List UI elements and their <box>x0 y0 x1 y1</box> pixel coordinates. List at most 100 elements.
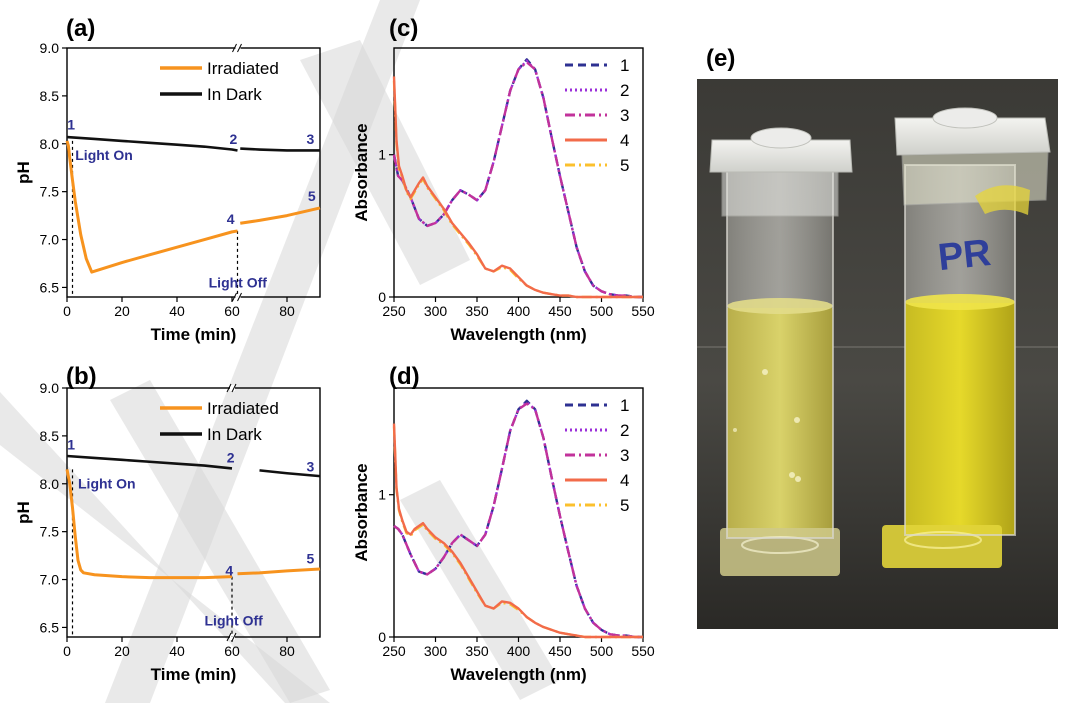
chart-a-ph-vs-time: 0 20 40 60 80 6.5 7.0 7.5 8.0 8.5 9.0 Time (min) pH 1… <box>14 40 321 344</box>
cuvette-right-yellow-residue <box>975 185 1030 215</box>
y-tick-label: 7.0 <box>40 232 60 248</box>
y-tick-label: 0 <box>378 289 386 305</box>
cuvette-right-base-ring <box>904 531 982 549</box>
cuvette-right-handwritten-label: PR <box>936 232 993 279</box>
bubble <box>733 428 737 432</box>
point-label: 5 <box>306 550 314 566</box>
point-label: 1 <box>67 436 75 452</box>
y-tick-label: 7.0 <box>40 572 60 588</box>
spectrum-line-4 <box>392 76 643 299</box>
series-line-in-dark <box>240 147 320 152</box>
axis-break-mark <box>226 383 232 393</box>
x-tick-label: 40 <box>169 643 185 659</box>
y-tick-label: 8.5 <box>40 88 60 104</box>
y-tick-label: 6.5 <box>40 619 60 635</box>
point-label: 4 <box>225 563 233 579</box>
x-tick-label: 400 <box>507 643 531 659</box>
x-tick-label: 20 <box>114 643 130 659</box>
x-tick-label: 400 <box>507 303 531 319</box>
y-axis-label: Absorbance <box>352 123 371 221</box>
plot-frame <box>393 387 644 638</box>
x-tick-label: 550 <box>631 303 655 319</box>
point-label: 3 <box>306 131 314 147</box>
watermark-stroke <box>105 0 420 703</box>
y-tick-label: 0 <box>378 629 386 645</box>
annotation-label: Light On <box>75 147 133 163</box>
axis-break-mark <box>237 43 242 53</box>
axis-break-mark <box>237 292 242 302</box>
y-tick-label: 7.5 <box>40 524 60 540</box>
cuvette-left-cap-top <box>750 127 812 149</box>
axis-break-mark <box>231 383 237 393</box>
x-tick-label: 250 <box>382 303 406 319</box>
legend-label: 4 <box>620 131 629 150</box>
spectrum-line-2 <box>393 401 643 639</box>
x-tick-label: 300 <box>424 303 448 319</box>
x-tick-label: 60 <box>224 303 240 319</box>
legend-label: Irradiated <box>207 59 279 78</box>
annotation-label: Light Off <box>205 613 264 629</box>
legend-label: 1 <box>620 56 629 75</box>
axis-break-mark <box>226 632 232 642</box>
x-axis-label: Wavelength (nm) <box>450 665 586 684</box>
chart-c-absorbance-spectra: 250 300 350 400 450 500 550 0 1 Wavelength (nm) Ab… <box>352 47 655 344</box>
cuvette-left-liquid <box>727 308 833 538</box>
legend-label: 3 <box>620 446 629 465</box>
y-tick-label: 9.0 <box>40 40 60 56</box>
bubble <box>789 472 795 478</box>
y-axis-label: pH <box>14 501 33 524</box>
x-tick-label: 350 <box>465 303 489 319</box>
x-axis-label: Time (min) <box>151 665 237 684</box>
x-tick-label: 450 <box>548 303 572 319</box>
cuvette-right-meniscus <box>905 294 1015 310</box>
series-line-in-dark <box>66 135 238 152</box>
legend-label: In Dark <box>207 425 262 444</box>
photo-e-cuvettes: (e) PR <box>697 45 1058 629</box>
y-tick-label: 8.0 <box>40 136 60 152</box>
plot-frame <box>66 387 321 638</box>
cuvette-right-cap-top <box>932 107 998 129</box>
x-tick-label: 550 <box>631 643 655 659</box>
legend-label: 5 <box>620 496 629 515</box>
point-label: 4 <box>227 211 235 227</box>
x-tick-label: 450 <box>548 643 572 659</box>
x-tick-label: 40 <box>169 303 185 319</box>
point-label: 2 <box>229 131 237 147</box>
annotation-label: Light Off <box>209 274 268 290</box>
legend-label: 3 <box>620 106 629 125</box>
panel-label-c: (c) <box>389 15 418 42</box>
legend-label: Irradiated <box>207 399 279 418</box>
panel-label-b: (b) <box>66 363 97 390</box>
point-label: 3 <box>306 458 314 474</box>
spectrum-line-4 <box>392 423 643 639</box>
y-tick-label: 8.5 <box>40 428 60 444</box>
x-tick-label: 20 <box>114 303 130 319</box>
cuvette-left-cap-skirt <box>721 171 839 217</box>
x-tick-label: 80 <box>279 303 295 319</box>
bubble <box>762 369 768 375</box>
panel-label-a: (a) <box>66 15 95 42</box>
plot-frame <box>66 47 321 298</box>
x-tick-label: 0 <box>63 643 71 659</box>
bubble <box>794 417 800 423</box>
spectrum-line-3 <box>393 402 643 639</box>
legend-label: 2 <box>620 81 629 100</box>
point-label: 5 <box>308 188 316 204</box>
y-tick-label: 1 <box>378 147 386 163</box>
point-label: 1 <box>67 116 75 132</box>
watermark <box>0 0 560 703</box>
series-line-irradiated <box>65 140 238 274</box>
legend-label: 2 <box>620 421 629 440</box>
x-axis-label: Time (min) <box>151 325 237 344</box>
axis-break-mark <box>232 43 237 53</box>
bubble <box>795 476 801 482</box>
x-tick-label: 300 <box>424 643 448 659</box>
panel-label-d: (d) <box>389 363 420 390</box>
spectrum-line-1 <box>392 58 643 299</box>
legend-label: 5 <box>620 156 629 175</box>
axis-break-gap <box>235 45 241 51</box>
cuvette-right: PR <box>882 107 1051 568</box>
point-label: 2 <box>227 450 235 466</box>
y-tick-label: 7.5 <box>40 184 60 200</box>
